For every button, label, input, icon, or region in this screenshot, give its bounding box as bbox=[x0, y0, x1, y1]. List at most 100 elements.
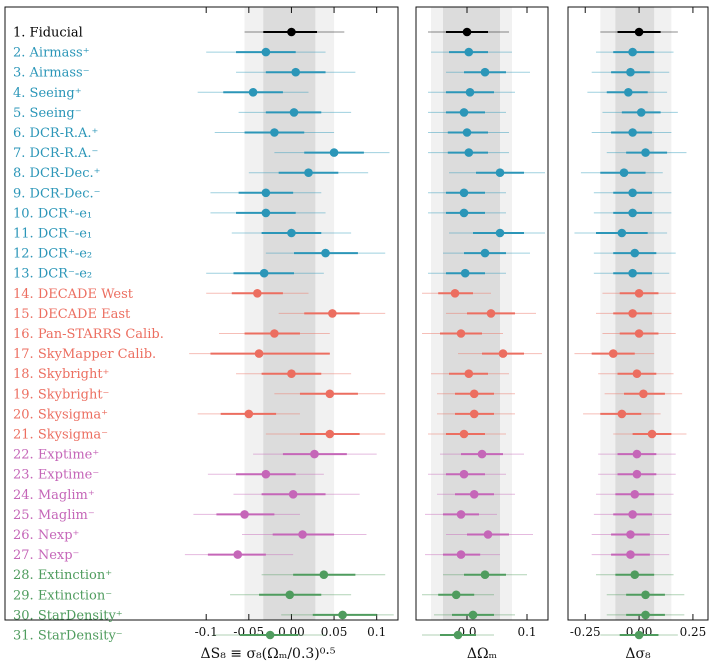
data-point bbox=[287, 27, 296, 37]
data-point-row-26 bbox=[446, 530, 533, 539]
data-point bbox=[632, 449, 642, 459]
row-name: Maglim⁺ bbox=[38, 488, 95, 503]
panel-frame bbox=[415, 6, 549, 621]
data-point-row-7 bbox=[606, 148, 687, 157]
data-point-row-3 bbox=[236, 67, 356, 77]
data-point-row-16 bbox=[602, 329, 676, 338]
data-point bbox=[486, 309, 496, 318]
row-number: 25. bbox=[13, 508, 38, 523]
data-point-row-13 bbox=[593, 268, 670, 278]
data-point bbox=[628, 188, 637, 198]
data-point bbox=[253, 289, 262, 298]
row-number: 7. bbox=[13, 146, 30, 161]
data-point-row-13 bbox=[206, 268, 324, 278]
data-point-row-10 bbox=[210, 208, 326, 218]
data-point bbox=[460, 268, 470, 278]
row-number: 15. bbox=[13, 307, 38, 322]
data-point bbox=[647, 429, 657, 439]
row-label: 21. Skysigma⁻ bbox=[13, 428, 108, 443]
data-point-row-15 bbox=[446, 309, 536, 318]
row-number: 2. bbox=[13, 46, 30, 61]
data-point-row-5 bbox=[428, 108, 506, 117]
row-label: 13. DCR⁻-e₂ bbox=[13, 267, 92, 282]
data-point-row-4 bbox=[587, 88, 668, 97]
data-point-row-2 bbox=[596, 47, 674, 57]
data-point-row-26 bbox=[242, 530, 367, 539]
data-point bbox=[261, 469, 271, 479]
data-point bbox=[287, 228, 296, 238]
data-point bbox=[498, 349, 508, 358]
data-point bbox=[244, 409, 254, 419]
data-point bbox=[270, 128, 279, 137]
data-point-row-11 bbox=[231, 228, 352, 238]
data-point-row-22 bbox=[598, 449, 676, 459]
data-point-row-12 bbox=[593, 248, 676, 258]
row-name: Skysigma⁻ bbox=[38, 428, 108, 443]
data-point-row-3 bbox=[446, 67, 530, 77]
row-number: 3. bbox=[13, 66, 30, 81]
row-number: 11. bbox=[13, 227, 38, 242]
data-point-row-4 bbox=[428, 88, 515, 97]
data-point-row-7 bbox=[428, 148, 509, 157]
data-point-row-18 bbox=[431, 369, 509, 379]
row-name: Airmass⁺ bbox=[29, 46, 90, 61]
data-point bbox=[465, 88, 475, 97]
data-point-row-7 bbox=[274, 148, 390, 157]
row-number: 26. bbox=[13, 528, 38, 543]
data-point-row-18 bbox=[236, 369, 352, 379]
data-point-row-19 bbox=[274, 389, 386, 399]
data-point bbox=[456, 550, 466, 559]
data-point bbox=[310, 449, 319, 459]
data-point bbox=[233, 550, 243, 559]
row-name: Skysigma⁺ bbox=[38, 407, 108, 422]
data-point-row-8 bbox=[248, 168, 369, 177]
data-point-row-11 bbox=[449, 228, 545, 238]
data-point bbox=[291, 67, 301, 77]
row-name: Exptime⁺ bbox=[38, 448, 99, 463]
row-label: 20. Skysigma⁺ bbox=[13, 407, 108, 422]
data-point bbox=[634, 27, 644, 37]
data-point bbox=[626, 550, 635, 559]
data-point-row-22 bbox=[253, 449, 377, 459]
data-point-row-6 bbox=[428, 128, 509, 137]
row-number: 12. bbox=[13, 247, 38, 262]
data-point-row-1 bbox=[600, 27, 678, 37]
x-tick-label: 0.05 bbox=[321, 625, 348, 639]
x-tick-label: 0.1 bbox=[367, 625, 386, 639]
x-tick-label: -0.05 bbox=[233, 625, 264, 639]
row-number: 29. bbox=[13, 588, 38, 603]
data-point bbox=[495, 168, 505, 177]
data-point bbox=[469, 389, 479, 399]
row-number: 22. bbox=[13, 448, 38, 463]
row-number: 27. bbox=[13, 548, 38, 563]
data-point bbox=[480, 570, 490, 579]
data-point bbox=[641, 610, 650, 620]
data-point bbox=[634, 329, 644, 338]
data-point bbox=[641, 590, 650, 600]
row-label: 25. Maglim⁻ bbox=[13, 508, 95, 523]
data-point bbox=[477, 449, 487, 459]
row-name: DCR-Dec.⁻ bbox=[30, 186, 101, 201]
row-number: 23. bbox=[13, 468, 38, 483]
x-axis-label: ΔS₈ ≡ σ₈(Ωₘ/0.3)⁰·⁵ bbox=[201, 646, 336, 662]
row-number: 16. bbox=[13, 327, 38, 342]
data-point bbox=[464, 47, 474, 57]
x-axis-label: ΔΩₘ bbox=[467, 646, 498, 662]
data-point bbox=[639, 389, 648, 399]
data-point bbox=[289, 108, 299, 117]
row-number: 14. bbox=[13, 287, 38, 302]
data-point-row-12 bbox=[443, 248, 530, 258]
x-tick-label: 0.1 bbox=[517, 625, 536, 639]
row-number: 1. bbox=[13, 26, 30, 41]
data-point-row-25 bbox=[593, 510, 672, 519]
row-number: 28. bbox=[13, 568, 38, 583]
data-point-row-14 bbox=[422, 289, 491, 298]
data-point bbox=[608, 349, 618, 358]
row-label: 26. Nexp⁺ bbox=[13, 528, 79, 543]
data-point-row-29 bbox=[606, 590, 685, 600]
data-point-row-24 bbox=[233, 490, 360, 499]
data-point bbox=[459, 108, 469, 117]
data-point-row-27 bbox=[425, 550, 500, 559]
row-label: 5. Seeing⁻ bbox=[13, 106, 82, 121]
data-point bbox=[319, 570, 329, 579]
